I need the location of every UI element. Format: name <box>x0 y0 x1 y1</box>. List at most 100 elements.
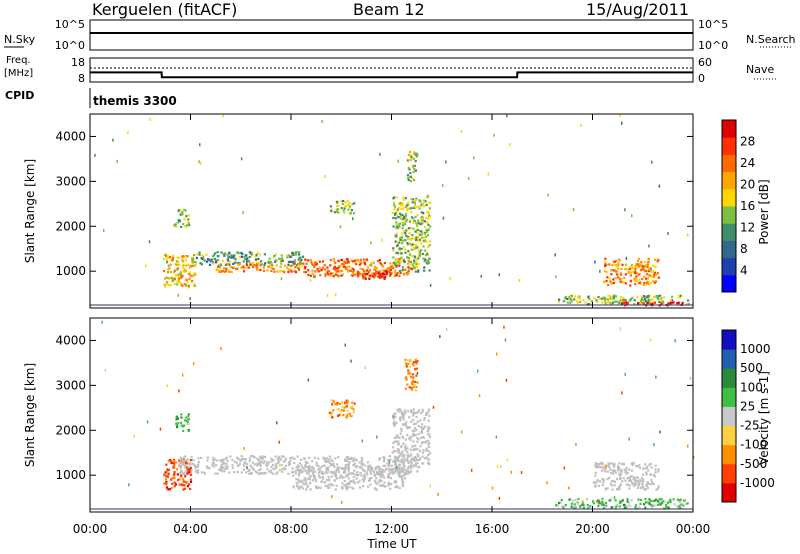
data-cell <box>626 504 629 508</box>
data-cell <box>621 480 624 483</box>
data-cell <box>273 270 276 273</box>
data-cell <box>410 457 414 460</box>
data-cell <box>282 460 285 463</box>
colorbar-segment <box>722 120 736 138</box>
data-cell <box>558 298 561 301</box>
data-cell <box>191 257 194 260</box>
data-cell <box>405 212 408 216</box>
data-cell <box>347 261 350 264</box>
data-cell <box>338 413 341 416</box>
data-cell <box>259 263 262 267</box>
data-cell <box>413 361 416 364</box>
noise-cell <box>628 437 630 441</box>
data-cell <box>220 458 223 462</box>
data-cell <box>634 504 638 507</box>
data-cell <box>266 269 269 272</box>
data-cell <box>648 294 651 297</box>
data-cell <box>392 263 395 266</box>
data-cell <box>644 501 648 504</box>
data-cell <box>379 484 382 487</box>
data-cell <box>408 365 411 368</box>
date-title: 15/Aug/2011 <box>586 0 689 19</box>
data-cell <box>415 155 418 158</box>
data-cell <box>338 476 341 479</box>
data-cell <box>169 263 172 266</box>
data-cell <box>570 502 574 505</box>
data-cell <box>276 471 279 474</box>
data-cell <box>419 445 422 448</box>
data-cell <box>412 221 415 224</box>
data-cell <box>428 207 431 210</box>
data-cell <box>331 471 334 474</box>
data-cell <box>568 295 571 299</box>
data-cell <box>280 463 283 466</box>
data-cell <box>636 480 640 483</box>
data-cell <box>624 268 627 271</box>
data-cell <box>656 503 659 506</box>
data-cell <box>308 482 311 485</box>
data-cell <box>329 264 332 267</box>
data-cell <box>185 459 188 462</box>
data-cell <box>394 415 397 419</box>
colorbar-tick-label: 20 <box>740 178 755 192</box>
data-cell <box>187 263 190 266</box>
data-cell <box>164 471 167 474</box>
data-cell <box>427 427 430 430</box>
data-cell <box>332 275 335 278</box>
data-cell <box>180 225 183 228</box>
noise-cell <box>653 443 655 447</box>
data-cell <box>571 499 574 502</box>
data-cell <box>166 254 169 258</box>
data-cell <box>333 265 336 268</box>
data-cell <box>196 465 200 468</box>
data-cell <box>215 463 218 466</box>
data-cell <box>354 261 357 264</box>
data-cell <box>414 246 418 249</box>
data-cell <box>212 456 215 459</box>
data-cell <box>320 480 323 484</box>
data-cell <box>184 225 187 228</box>
data-cell <box>678 507 681 510</box>
data-cell <box>372 272 375 275</box>
data-cell <box>416 420 419 423</box>
data-cell <box>601 484 604 487</box>
data-cell <box>609 302 612 305</box>
data-cell <box>173 269 177 272</box>
data-cell <box>178 263 181 266</box>
data-cell <box>635 272 638 275</box>
data-cell <box>601 501 604 504</box>
data-cell <box>400 204 403 207</box>
data-cell <box>187 469 190 472</box>
noise-cell <box>554 253 556 257</box>
data-cell <box>188 264 191 267</box>
data-cell <box>272 458 275 461</box>
data-cell <box>427 410 430 413</box>
data-cell <box>262 461 265 465</box>
data-cell <box>169 284 172 287</box>
data-cell <box>428 436 431 439</box>
data-cell <box>410 211 413 214</box>
data-cell <box>401 478 404 481</box>
data-cell <box>634 268 637 271</box>
data-cell <box>427 453 430 457</box>
data-cell <box>301 262 304 265</box>
data-cell <box>186 255 190 258</box>
data-cell <box>246 257 249 260</box>
data-cell <box>657 500 660 503</box>
data-cell <box>408 426 411 429</box>
data-cell <box>604 298 607 301</box>
data-cell <box>382 469 385 472</box>
data-cell <box>418 458 421 461</box>
data-cell <box>618 505 621 508</box>
data-cell <box>412 377 415 380</box>
data-cell <box>340 207 343 210</box>
data-cell <box>376 482 379 485</box>
data-cell <box>226 467 229 470</box>
data-cell <box>309 259 312 262</box>
data-cell <box>388 469 391 472</box>
data-cell <box>219 270 222 273</box>
noise-cell <box>582 500 584 504</box>
data-cell <box>346 463 349 466</box>
data-cell <box>404 422 407 426</box>
